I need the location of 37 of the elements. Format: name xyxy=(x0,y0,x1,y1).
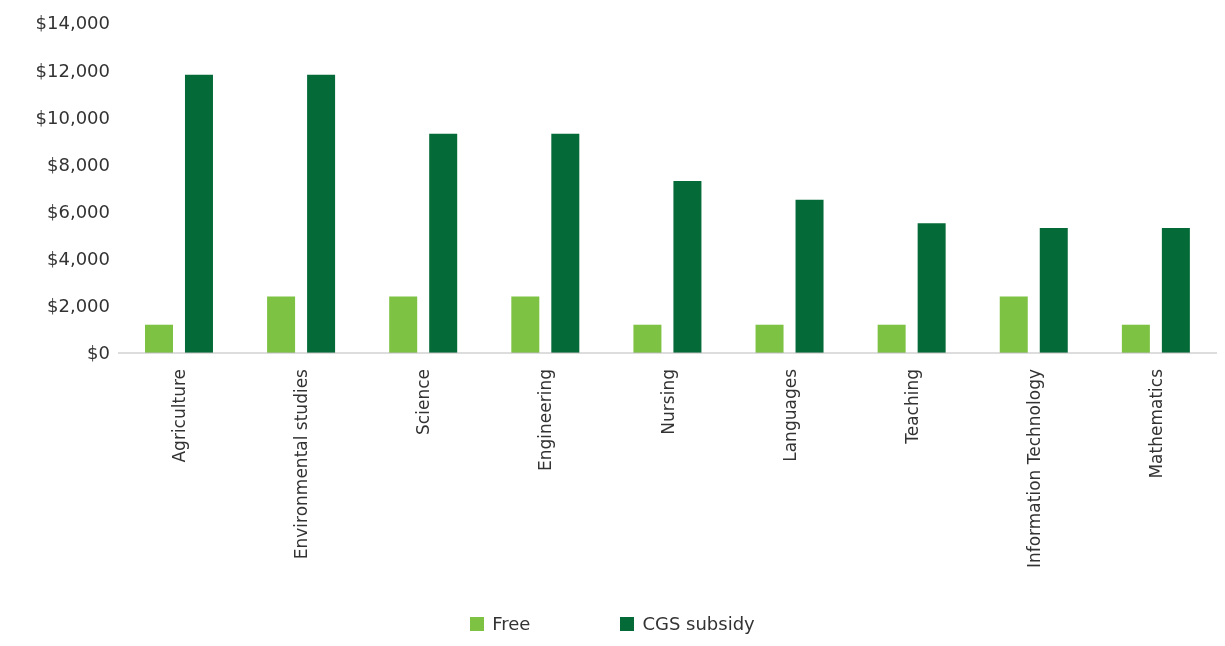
bar xyxy=(429,133,458,353)
x-tick-label: Nursing xyxy=(657,369,678,435)
y-tick-label: $0 xyxy=(87,342,110,364)
bar xyxy=(877,324,906,353)
bar xyxy=(673,180,702,353)
bar xyxy=(307,74,336,353)
y-tick-label: $8,000 xyxy=(47,153,110,175)
x-tick-label: Mathematics xyxy=(1145,368,1166,479)
bar xyxy=(551,133,580,353)
bar xyxy=(389,296,418,353)
x-tick-label: Languages xyxy=(779,368,800,462)
y-tick-label: $12,000 xyxy=(35,59,110,81)
x-tick-label: Science xyxy=(413,369,434,435)
x-tick-label: Engineering xyxy=(535,369,556,471)
x-tick-label: Teaching xyxy=(901,369,922,445)
bar xyxy=(1039,228,1068,353)
bar xyxy=(917,223,946,353)
x-tick-label: Environmental studies xyxy=(291,368,312,560)
y-tick-label: $6,000 xyxy=(47,200,110,222)
x-tick-label: Information Technology xyxy=(1023,369,1044,569)
bar xyxy=(1161,228,1190,353)
bar xyxy=(511,296,540,353)
y-tick-label: $10,000 xyxy=(35,106,110,128)
bar xyxy=(267,296,296,353)
y-tick-label: $4,000 xyxy=(47,248,110,270)
bar xyxy=(184,74,213,353)
bar xyxy=(1121,324,1150,353)
legend-label: Free xyxy=(492,613,531,634)
bar xyxy=(999,296,1028,353)
bar xyxy=(795,199,824,353)
y-tick-label: $14,000 xyxy=(35,12,110,34)
legend-label: CGS subsidy xyxy=(642,613,755,634)
bar xyxy=(144,324,173,353)
bar xyxy=(755,324,784,353)
bar xyxy=(633,324,662,353)
x-tick-label: Agriculture xyxy=(169,369,190,463)
y-tick-label: $2,000 xyxy=(47,295,110,317)
